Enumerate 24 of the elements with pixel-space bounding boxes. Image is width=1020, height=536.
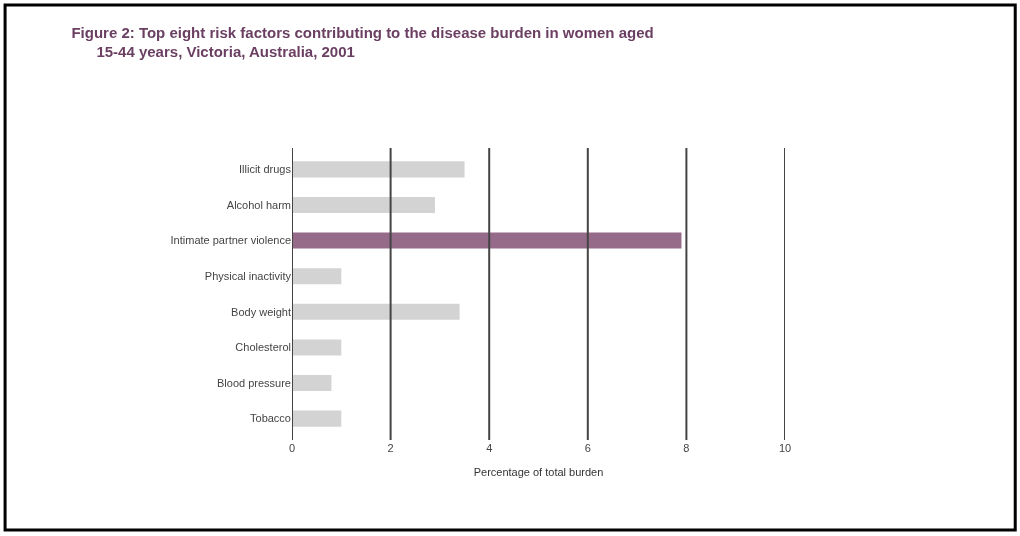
x-tick-label: 4	[486, 442, 493, 454]
y-tick-label: Tobacco	[250, 412, 291, 425]
bar	[292, 268, 342, 285]
x-tick-label: 6	[584, 442, 591, 454]
x-tick-label: 8	[683, 442, 690, 454]
bar	[292, 196, 435, 213]
y-tick-label: Intimate partner violence	[170, 234, 291, 247]
x-tick-label: 10	[778, 442, 792, 454]
y-tick-label: Blood pressure	[217, 376, 291, 389]
bar	[292, 410, 342, 427]
y-tick-label: Illicit drugs	[239, 163, 292, 176]
bar	[292, 375, 332, 392]
x-axis-title: Percentage of total burden	[473, 466, 604, 479]
y-tick-label: Cholesterol	[235, 341, 291, 354]
x-tick-label: 0	[288, 442, 296, 454]
y-tick-label: Alcohol harm	[226, 198, 291, 211]
bar	[292, 161, 465, 178]
bar	[292, 303, 460, 320]
y-tick-label: Physical inactivity	[204, 270, 292, 283]
x-tick-label: 2	[387, 442, 394, 454]
bar	[292, 339, 342, 356]
chart-title: Figure 2: Top eight risk factors contributing to the disease burden in women aged 15-44 years, Victoria, Australia, 2001	[71, 23, 654, 61]
y-tick-label: Body weight	[231, 305, 291, 318]
bar	[292, 232, 682, 249]
